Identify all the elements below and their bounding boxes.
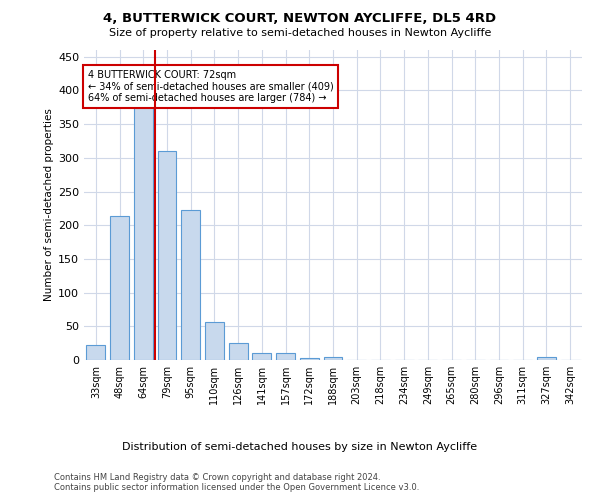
Text: 4 BUTTERWICK COURT: 72sqm
← 34% of semi-detached houses are smaller (409)
64% of: 4 BUTTERWICK COURT: 72sqm ← 34% of semi-… [88,70,334,103]
Bar [86,345,106,360]
Bar [134,108,153,360]
Text: Size of property relative to semi-detached houses in Newton Aycliffe: Size of property relative to semi-detach… [109,28,491,38]
Bar [253,354,271,360]
Bar [276,354,295,360]
Bar [229,343,248,360]
Bar [181,210,200,360]
Bar [158,151,176,360]
Bar [323,356,343,360]
Text: Contains HM Land Registry data © Crown copyright and database right 2024.: Contains HM Land Registry data © Crown c… [54,472,380,482]
Text: 4, BUTTERWICK COURT, NEWTON AYCLIFFE, DL5 4RD: 4, BUTTERWICK COURT, NEWTON AYCLIFFE, DL… [103,12,497,26]
Text: Contains public sector information licensed under the Open Government Licence v3: Contains public sector information licen… [54,482,419,492]
Text: Distribution of semi-detached houses by size in Newton Aycliffe: Distribution of semi-detached houses by … [122,442,478,452]
Y-axis label: Number of semi-detached properties: Number of semi-detached properties [44,108,54,302]
Bar [537,356,556,360]
Bar [300,358,319,360]
Bar [110,216,129,360]
Bar [205,322,224,360]
